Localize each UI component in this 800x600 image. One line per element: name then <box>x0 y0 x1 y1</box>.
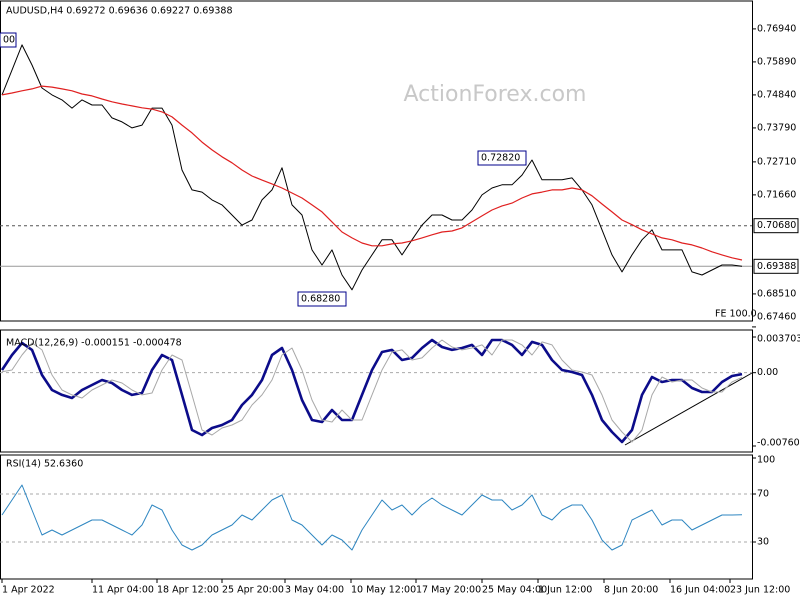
y-tick-label: 0.68510 <box>757 288 796 299</box>
series-line <box>0 338 743 444</box>
x-tick-label: 8 Jun 20:00 <box>604 585 658 596</box>
panel-title: MACD(12,26,9) -0.000151 -0.000478 <box>6 338 182 349</box>
series-line <box>1 484 743 551</box>
y-tick-label: 0.75890 <box>757 56 796 67</box>
y-tick-label: 0.74840 <box>757 89 796 100</box>
x-tick-label: 18 Apr 12:00 <box>157 585 219 596</box>
y-tick-label: 0.71660 <box>757 189 796 200</box>
y-tick-label: 0.67460 <box>757 312 796 323</box>
y-tick-label: 0.72710 <box>757 156 796 167</box>
x-tick-label: 11 Apr 04:00 <box>92 585 154 596</box>
x-tick-label: 10 May 12:00 <box>351 585 416 596</box>
x-tick-label: 16 Jun 04:00 <box>670 585 730 596</box>
annotation: 0.68280 <box>301 294 340 305</box>
annotation-box <box>477 150 527 166</box>
y-tick-label: 30 <box>757 537 769 548</box>
annotation: 00 <box>3 35 15 46</box>
x-tick-label: 17 May 20:00 <box>416 585 481 596</box>
y-tick-label: 0.003703 <box>757 334 800 345</box>
x-tick-label: 25 May 04:00 <box>482 585 547 596</box>
price-label-box <box>753 218 799 234</box>
x-tick-label: 23 Jun 12:00 <box>730 585 790 596</box>
price-label: 0.70680 <box>757 220 796 231</box>
y-tick-label: 0.00 <box>757 367 778 378</box>
y-tick-label: 0.73790 <box>757 122 796 133</box>
x-tick-label: 3 May 04:00 <box>285 585 344 596</box>
annotation-box <box>297 291 347 307</box>
panel-title: RSI(14) 52.6360 <box>6 459 83 470</box>
series-line <box>1 44 743 291</box>
price-label-box <box>753 258 799 274</box>
y-tick-label: 70 <box>757 489 769 500</box>
watermark: ActionForex.com <box>404 82 587 107</box>
y-tick-label: -0.007608 <box>757 438 800 449</box>
panel-title: AUDUSD,H4 0.69272 0.69636 0.69227 0.6938… <box>6 6 233 17</box>
price-label: 0.69388 <box>757 261 796 272</box>
y-tick-label: 100 <box>757 455 775 466</box>
annotation: 0.72820 <box>481 153 520 164</box>
x-tick-label: 1 Jun 12:00 <box>538 585 592 596</box>
panel-frame <box>0 329 753 453</box>
series-line <box>1 85 743 261</box>
panel-frame <box>0 454 753 580</box>
panel-frame <box>0 0 753 322</box>
series-line <box>1 339 743 443</box>
trend-line <box>624 372 753 446</box>
annotation: FE 100.0 <box>715 309 757 320</box>
y-tick-label: 0.76940 <box>757 23 796 34</box>
annotation-box <box>0 32 17 48</box>
x-tick-label: 25 Apr 20:00 <box>222 585 284 596</box>
x-tick-label: 1 Apr 2022 <box>2 585 55 596</box>
